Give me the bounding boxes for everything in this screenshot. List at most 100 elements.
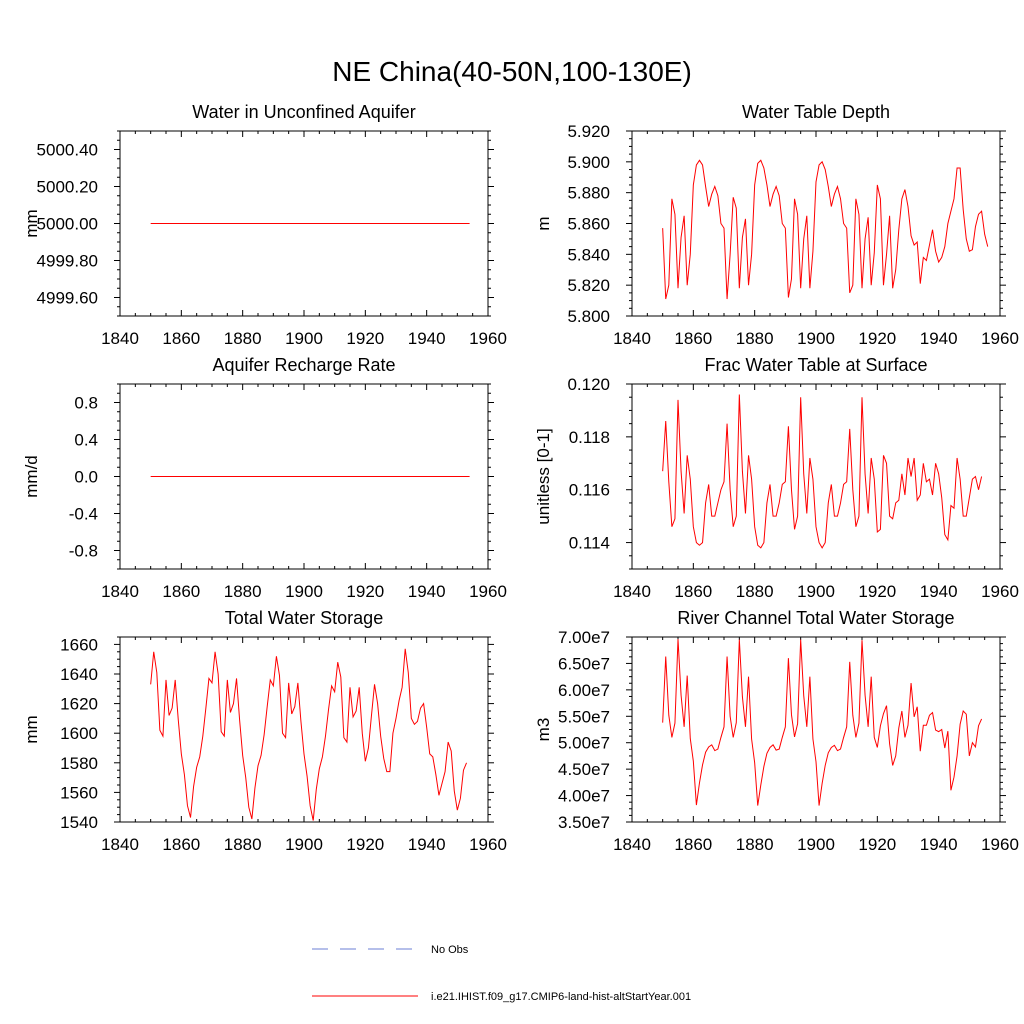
x-tick-label: 1840	[101, 835, 139, 854]
plot-frame	[631, 130, 1001, 317]
x-tick-label: 1840	[613, 582, 651, 601]
x-tick-label: 1920	[858, 582, 896, 601]
y-tick-label: 0.116	[569, 481, 610, 500]
panel-title: Water in Unconfined Aquifer	[192, 102, 415, 122]
x-tick-label: 1940	[408, 835, 446, 854]
x-tick-label: 1920	[346, 329, 384, 348]
x-tick-label: 1860	[162, 835, 200, 854]
panel-title: Water Table Depth	[742, 102, 890, 122]
series-line	[150, 648, 467, 821]
x-tick-label: 1880	[224, 329, 262, 348]
y-tick-label: 5.860	[567, 215, 610, 234]
x-tick-label: 1860	[674, 329, 712, 348]
x-tick-label: 1900	[797, 835, 835, 854]
x-tick-label: 1940	[408, 329, 446, 348]
y-tick-label: 5.880	[567, 184, 610, 203]
x-tick-label: 1860	[162, 329, 200, 348]
y-tick-label: 4999.60	[37, 289, 98, 308]
x-tick-label: 1920	[858, 329, 896, 348]
y-tick-label: 1620	[60, 695, 98, 714]
x-tick-label: 1960	[469, 329, 507, 348]
x-tick-label: 1880	[736, 835, 774, 854]
y-tick-label: 6.50e7	[558, 654, 610, 673]
panel-title: Frac Water Table at Surface	[704, 355, 927, 375]
x-tick-label: 1880	[224, 582, 262, 601]
y-tick-label: 1640	[60, 665, 98, 684]
plot-frame	[631, 383, 1001, 570]
x-tick-label: 1940	[920, 329, 958, 348]
chart-panel: River Channel Total Water Storage m3 1840 1…	[534, 608, 1019, 854]
y-tick-label: 1560	[60, 783, 98, 802]
x-tick-label: 1900	[797, 582, 835, 601]
y-tick-label: 4.50e7	[558, 760, 610, 779]
y-tick-label: 5.820	[567, 276, 610, 295]
x-tick-label: 1840	[613, 835, 651, 854]
y-axis-label: mm/d	[22, 455, 41, 498]
legend-model-label: i.e21.IHIST.f09_g17.CMIP6-land-hist-altS…	[431, 991, 691, 1003]
panel-title: Total Water Storage	[225, 608, 383, 628]
x-tick-label: 1960	[981, 582, 1019, 601]
y-tick-label: 0.8	[74, 394, 98, 413]
y-tick-label: 0.120	[567, 375, 610, 394]
x-tick-label: 1900	[797, 329, 835, 348]
x-tick-label: 1880	[224, 835, 262, 854]
x-tick-label: 1920	[346, 835, 384, 854]
x-tick-label: 1900	[285, 835, 323, 854]
y-axis-label: m3	[534, 718, 553, 742]
y-tick-label: 1600	[60, 724, 98, 743]
x-tick-label: 1920	[346, 582, 384, 601]
y-tick-label: 1660	[60, 635, 98, 654]
panel-title: Aquifer Recharge Rate	[212, 355, 395, 375]
x-tick-label: 1840	[101, 582, 139, 601]
y-axis-label: unitless [0-1]	[534, 428, 553, 524]
chart-panel: Frac Water Table at Surface unitless [0-1…	[534, 355, 1019, 601]
x-tick-label: 1960	[981, 835, 1019, 854]
y-tick-label: 5000.00	[37, 215, 98, 234]
y-tick-label: 0.0	[74, 468, 98, 487]
legend-obs-label: No Obs	[431, 944, 469, 956]
y-axis-label: mm	[22, 715, 41, 743]
x-tick-label: 1860	[674, 582, 712, 601]
y-tick-label: 5.900	[567, 153, 610, 172]
y-tick-label: 5000.40	[37, 141, 98, 160]
y-tick-label: 5.50e7	[558, 707, 610, 726]
y-tick-label: -0.4	[69, 505, 98, 524]
main-title: NE China(40-50N,100-130E)	[332, 56, 692, 87]
y-tick-label: 0.4	[74, 431, 98, 450]
x-tick-label: 1940	[920, 835, 958, 854]
series-line	[662, 159, 989, 300]
chart-panel: Aquifer Recharge Rate mm/d 1840 1860 1880 190…	[22, 355, 507, 601]
x-tick-label: 1840	[101, 329, 139, 348]
y-tick-label: 6.00e7	[558, 681, 610, 700]
x-tick-label: 1960	[981, 329, 1019, 348]
x-tick-label: 1900	[285, 329, 323, 348]
y-tick-label: 0.114	[569, 534, 610, 553]
x-tick-label: 1860	[674, 835, 712, 854]
series-line	[662, 639, 983, 806]
plot-frame	[119, 636, 489, 823]
chart-panel: Total Water Storage mm 1840 1860 1880 1900 192…	[22, 608, 507, 854]
legend: No Obs i.e21.IHIST.f09_g17.CMIP6-land-hi…	[312, 944, 691, 1003]
chart-panel: Water in Unconfined Aquifer mm 1840 1860 188…	[22, 102, 507, 348]
x-tick-label: 1900	[285, 582, 323, 601]
x-tick-label: 1940	[408, 582, 446, 601]
y-tick-label: 7.00e7	[558, 628, 610, 647]
x-tick-label: 1960	[469, 835, 507, 854]
y-tick-label: 5.800	[567, 307, 610, 326]
x-tick-label: 1960	[469, 582, 507, 601]
y-axis-label: mm	[22, 209, 41, 237]
plot-frame	[631, 636, 1001, 823]
y-tick-label: 3.50e7	[558, 813, 610, 832]
y-tick-label: 5000.20	[37, 178, 98, 197]
y-tick-label: 1540	[60, 813, 98, 832]
x-tick-label: 1940	[920, 582, 958, 601]
y-tick-label: 1580	[60, 754, 98, 773]
y-tick-label: 5.920	[567, 122, 610, 141]
y-axis-label: m	[534, 216, 553, 230]
y-tick-label: 0.118	[569, 428, 610, 447]
series-line	[662, 394, 983, 549]
y-tick-label: -0.8	[69, 542, 98, 561]
y-tick-label: 5.00e7	[558, 734, 610, 753]
x-tick-label: 1920	[858, 835, 896, 854]
